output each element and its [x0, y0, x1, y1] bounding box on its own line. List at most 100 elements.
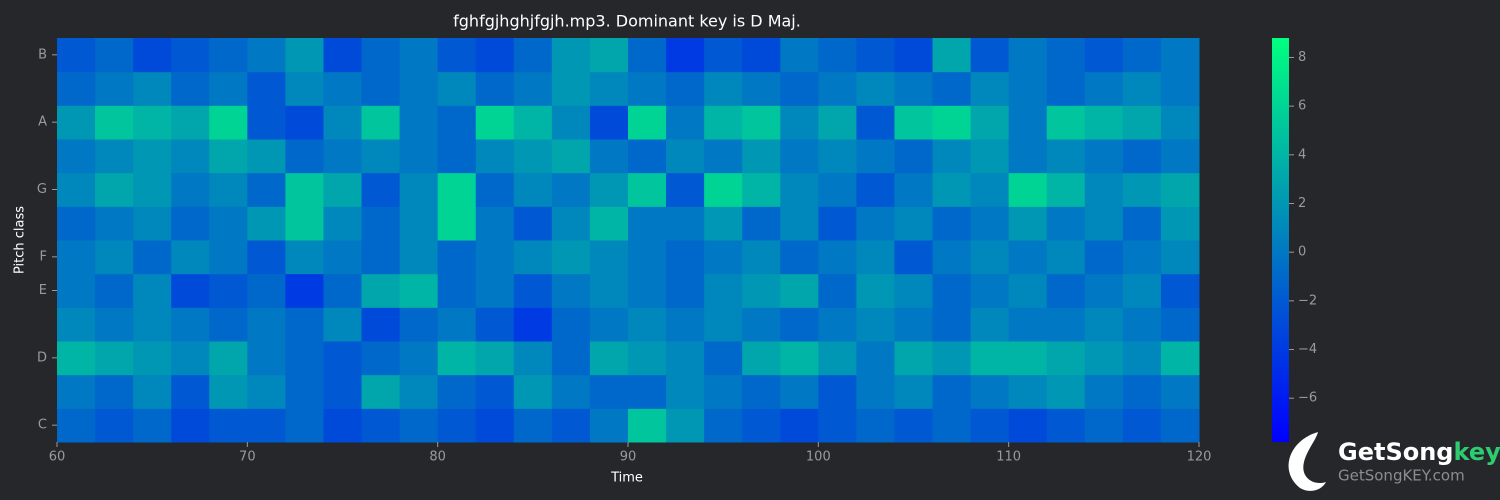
heat-cell — [704, 374, 743, 409]
heat-cell — [589, 206, 629, 241]
heat-cell — [95, 71, 134, 106]
heat-cell — [666, 172, 705, 207]
heat-cell — [666, 307, 705, 342]
heat-cell — [209, 374, 248, 409]
colorbar-tick-label: 2 — [1298, 196, 1306, 211]
heat-cell — [399, 240, 439, 275]
colorbar — [1272, 38, 1289, 442]
heat-cell — [818, 408, 857, 443]
heat-cell — [1008, 408, 1048, 443]
heat-cell — [1008, 38, 1048, 73]
heat-cell — [95, 206, 134, 241]
heat-cell — [589, 408, 629, 443]
heat-cell — [399, 105, 439, 140]
heat-cell — [171, 307, 210, 342]
heat-cell — [437, 172, 477, 207]
heat-cell — [323, 105, 363, 140]
heat-cell — [513, 341, 553, 376]
heat-cell — [1122, 273, 1162, 308]
heat-cell — [742, 374, 781, 409]
heat-cell — [475, 273, 515, 308]
heat-cell — [475, 71, 515, 106]
heat-cell — [95, 273, 134, 308]
x-tick-label: 60 — [49, 450, 66, 465]
heat-cell — [323, 307, 363, 342]
heat-cell — [209, 206, 248, 241]
heat-cell — [437, 307, 477, 342]
heat-cell — [361, 307, 401, 342]
heat-cell — [285, 307, 324, 342]
heat-cell — [285, 105, 324, 140]
heat-cell — [1008, 172, 1048, 207]
heat-cell — [171, 71, 210, 106]
heat-cell — [780, 139, 819, 174]
brand-url: GetSongKEY.com — [1338, 467, 1465, 485]
heat-cell — [742, 172, 781, 207]
heat-cell — [361, 38, 401, 73]
heat-cell — [57, 240, 96, 275]
heat-cell — [133, 273, 172, 308]
heat-cell — [1122, 408, 1162, 443]
heat-cell — [551, 374, 591, 409]
heat-cell — [285, 408, 324, 443]
heat-cell — [437, 71, 477, 106]
heat-cell — [780, 206, 819, 241]
heat-cell — [475, 408, 515, 443]
heat-cell — [551, 139, 591, 174]
heat-cell — [780, 374, 819, 409]
heat-cell — [285, 71, 324, 106]
heat-cell — [475, 139, 515, 174]
heat-cell — [361, 139, 401, 174]
brand: GetSongkey — [1338, 438, 1500, 466]
heat-cell — [1008, 307, 1048, 342]
heat-cell — [247, 307, 286, 342]
heat-cell — [666, 71, 705, 106]
heat-cell — [209, 240, 248, 275]
heat-cell — [551, 273, 591, 308]
heat-cell — [475, 38, 515, 73]
heat-cell — [171, 341, 210, 376]
heat-cell — [57, 71, 96, 106]
heat-cell — [1160, 139, 1200, 174]
heat-cell — [133, 38, 172, 73]
heat-cell — [1084, 172, 1124, 207]
heat-cell — [285, 240, 324, 275]
colorbar-tick-label: 8 — [1298, 50, 1306, 65]
heat-cell — [856, 206, 895, 241]
heat-cell — [475, 105, 515, 140]
heat-cell — [1084, 139, 1124, 174]
heat-cell — [399, 408, 439, 443]
heat-cell — [628, 105, 667, 140]
heat-cell — [970, 273, 1010, 308]
heat-cell — [970, 206, 1010, 241]
heat-cell — [628, 341, 667, 376]
heat-cell — [399, 273, 439, 308]
heat-cell — [589, 139, 629, 174]
heat-cell — [399, 341, 439, 376]
heat-cell — [361, 408, 401, 443]
heat-cell — [932, 374, 972, 409]
heat-cell — [551, 206, 591, 241]
heat-cell — [133, 206, 172, 241]
y-tick-label: C — [38, 418, 47, 433]
heat-cell — [399, 139, 439, 174]
heat-cell — [57, 139, 96, 174]
heat-cell — [551, 408, 591, 443]
y-tick-label: G — [37, 182, 47, 197]
heat-cell — [932, 273, 972, 308]
heat-cell — [323, 341, 363, 376]
heat-cell — [1122, 206, 1162, 241]
heat-cell — [1122, 105, 1162, 140]
heat-cell — [894, 172, 934, 207]
heat-cell — [209, 38, 248, 73]
heat-cell — [247, 408, 286, 443]
heat-cell — [551, 71, 591, 106]
heat-cell — [1046, 307, 1086, 342]
heat-cell — [856, 172, 895, 207]
heat-cell — [513, 408, 553, 443]
heat-cell — [361, 374, 401, 409]
heat-cell — [818, 307, 857, 342]
heat-cell — [171, 273, 210, 308]
heat-cell — [57, 206, 96, 241]
heat-cell — [95, 240, 134, 275]
